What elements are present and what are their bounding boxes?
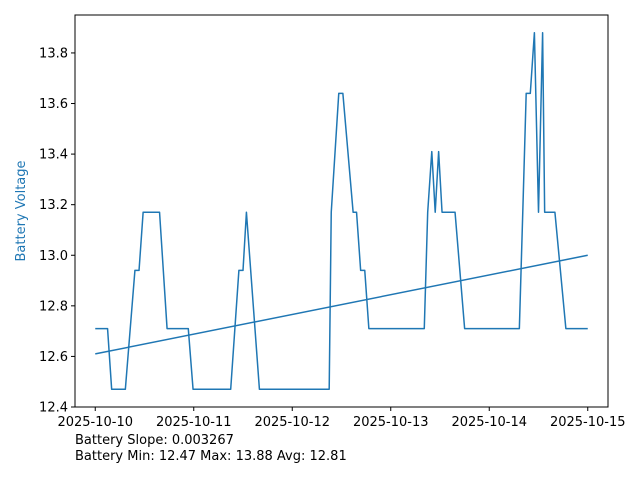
axes-frame xyxy=(74,14,609,408)
x-tick-label: 2025-10-11 xyxy=(156,415,232,430)
x-tick-label: 2025-10-12 xyxy=(254,415,330,430)
y-tick-label: 13.6 xyxy=(39,97,68,112)
y-tick-label: 12.4 xyxy=(39,401,68,416)
x-tick-label: 2025-10-14 xyxy=(451,415,527,430)
y-tick-label: 13.2 xyxy=(39,198,68,213)
y-tick-label: 13.8 xyxy=(39,46,68,61)
y-tick-label: 12.6 xyxy=(39,350,68,365)
y-tick-label: 12.8 xyxy=(39,299,68,314)
stats-slope: Battery Slope: 0.003267 xyxy=(75,433,234,448)
y-axis-label: Battery Voltage xyxy=(14,160,29,261)
y-axis: 12.4 12.6 12.8 13.0 13.2 13.4 13.6 13.8 xyxy=(39,46,75,416)
y-tick-label: 13.0 xyxy=(39,249,68,264)
x-tick-label: 2025-10-13 xyxy=(353,415,429,430)
x-tick-label: 2025-10-10 xyxy=(57,415,133,430)
x-axis: 2025-10-10 2025-10-11 2025-10-12 2025-10-13… xyxy=(57,407,626,430)
y-tick-label: 13.4 xyxy=(39,148,68,163)
stats-range: Battery Min: 12.47 Max: 13.88 Avg: 12.81 xyxy=(75,449,347,464)
trend-line xyxy=(95,254,588,355)
x-tick-label: 2025-10-15 xyxy=(550,415,626,430)
battery-voltage-line xyxy=(95,31,588,391)
plot-area xyxy=(95,31,588,391)
